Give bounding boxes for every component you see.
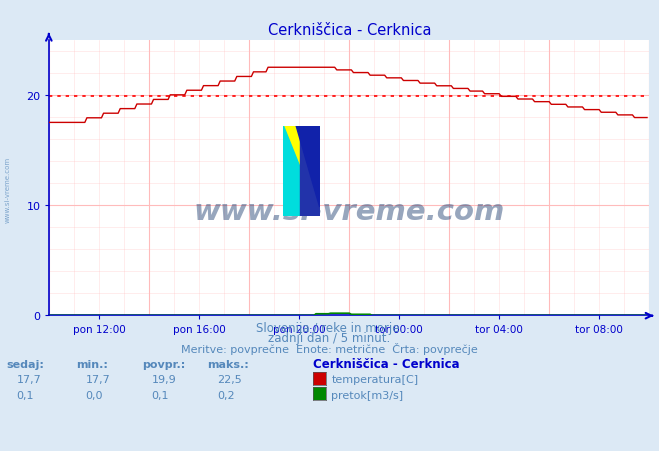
Text: maks.:: maks.: xyxy=(208,359,249,369)
Text: Meritve: povprečne  Enote: metrične  Črta: povprečje: Meritve: povprečne Enote: metrične Črta:… xyxy=(181,342,478,354)
Polygon shape xyxy=(283,126,320,216)
Text: 0,2: 0,2 xyxy=(217,390,235,400)
Text: 22,5: 22,5 xyxy=(217,374,243,384)
Text: sedaj:: sedaj: xyxy=(7,359,44,369)
Text: 0,1: 0,1 xyxy=(16,390,34,400)
Text: zadnji dan / 5 minut.: zadnji dan / 5 minut. xyxy=(268,331,391,345)
Text: Cerkniščica - Cerknica: Cerkniščica - Cerknica xyxy=(313,358,459,371)
Text: temperatura[C]: temperatura[C] xyxy=(331,374,418,384)
Text: pretok[m3/s]: pretok[m3/s] xyxy=(331,390,403,400)
Title: Cerkniščica - Cerknica: Cerkniščica - Cerknica xyxy=(268,23,431,38)
Text: www.si-vreme.com: www.si-vreme.com xyxy=(194,197,505,225)
Text: 17,7: 17,7 xyxy=(86,374,111,384)
Text: min.:: min.: xyxy=(76,359,107,369)
Text: povpr.:: povpr.: xyxy=(142,359,185,369)
Text: www.si-vreme.com: www.si-vreme.com xyxy=(5,156,11,222)
Text: 17,7: 17,7 xyxy=(16,374,42,384)
Text: Slovenija / reke in morje.: Slovenija / reke in morje. xyxy=(256,322,403,335)
Text: 0,0: 0,0 xyxy=(86,390,103,400)
Text: 0,1: 0,1 xyxy=(152,390,169,400)
Polygon shape xyxy=(296,126,320,207)
Text: 19,9: 19,9 xyxy=(152,374,177,384)
Polygon shape xyxy=(300,126,320,216)
